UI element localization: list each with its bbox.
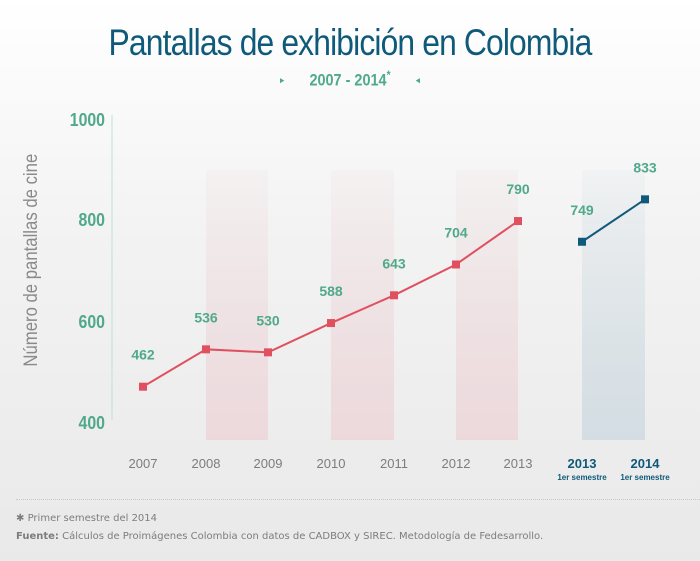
left-triangle-icon: ◂ (416, 74, 420, 85)
source-note: Fuente: Cálculos de Proimágenes Colombia… (16, 531, 543, 542)
data-point (390, 291, 398, 300)
data-label: 536 (194, 309, 218, 325)
x-tick-label: 2009 (253, 456, 283, 471)
y-tick-label: 400 (78, 413, 105, 433)
data-point (327, 319, 335, 328)
series-line-1 (581, 198, 646, 243)
right-triangle-icon: ▸ (280, 74, 284, 85)
x-tick-label: 2012 (441, 456, 471, 471)
data-point (202, 345, 210, 354)
x-tick-sublabel: 1er semestre (557, 473, 607, 482)
highlight-band (582, 170, 645, 440)
data-label: 833 (633, 159, 657, 175)
highlight-band (456, 170, 518, 440)
x-tick-label: 2011 (380, 456, 408, 471)
data-point (578, 237, 586, 246)
chart-subtitle: ▸ 2007 - 2014* ◂ (53, 68, 648, 91)
x-tick-label: 2008 (191, 456, 221, 471)
y-tick-label: 800 (78, 210, 105, 230)
highlight-band (331, 170, 394, 440)
footnote-text: Primer semestre del 2014 (27, 513, 158, 524)
data-point (452, 260, 460, 269)
data-label: 749 (570, 202, 594, 218)
data-label: 790 (506, 181, 530, 197)
data-label: 643 (382, 255, 406, 271)
x-tick-label: 2013 (567, 456, 597, 471)
data-label: 704 (444, 224, 468, 240)
data-point (264, 348, 272, 357)
data-point (641, 195, 649, 204)
source-label: Fuente: (16, 531, 59, 542)
data-point (139, 382, 147, 391)
data-label: 530 (256, 312, 280, 328)
chart-title: Pantallas de exhibición en Colombia (108, 22, 593, 63)
y-tick-label: 600 (78, 312, 105, 332)
data-label: 588 (319, 283, 343, 299)
source-text: Cálculos de Proimágenes Colombia con dat… (58, 531, 544, 542)
y-tick-label: 1000 (69, 110, 105, 130)
asterisk-icon: ✱ (16, 513, 25, 524)
data-point (514, 217, 522, 226)
footnote: ✱ Primer semestre del 2014 (16, 513, 157, 524)
x-tick-label: 2013 (503, 456, 533, 471)
x-tick-label: 2014 (630, 456, 660, 471)
x-tick-sublabel: 1er semestre (620, 473, 670, 482)
highlight-band (206, 170, 268, 440)
footer-divider (16, 499, 700, 500)
asterisk-mark: * (386, 68, 391, 82)
data-label: 462 (131, 347, 155, 363)
x-tick-label: 2007 (128, 456, 158, 471)
x-tick-label: 2010 (316, 456, 346, 471)
subtitle-range: 2007 - 2014 (309, 70, 387, 90)
